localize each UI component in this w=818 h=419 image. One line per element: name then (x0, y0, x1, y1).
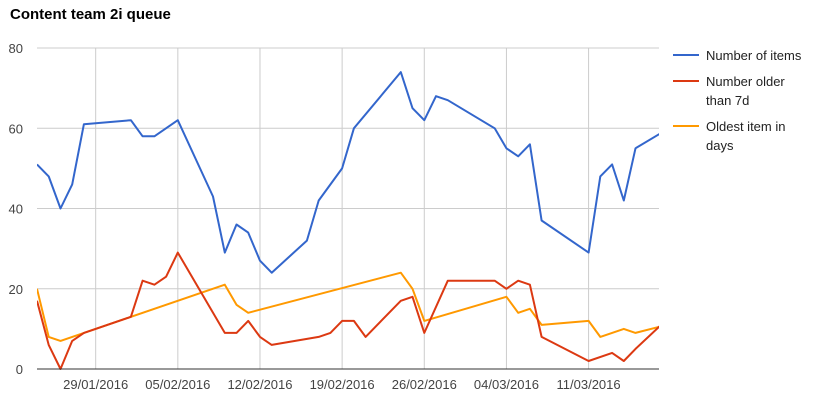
y-tick-label: 40 (9, 202, 23, 217)
series-line-oldest-item-in-days (37, 271, 659, 342)
gridlines (37, 47, 659, 369)
x-tick-label: 12/02/2016 (227, 377, 292, 392)
y-tick-label: 60 (9, 121, 23, 136)
y-tick-label: 80 (9, 41, 23, 56)
legend: Number of items Number older than 7d Oldest… (673, 48, 802, 153)
chart-title: Content team 2i queue (10, 6, 171, 23)
y-tick-label: 20 (9, 282, 23, 297)
axes: 0 20 40 60 80 29/01/2016 05/02/2016 12/02/2016 1… (9, 41, 659, 392)
legend-label-number-of-items: Number of items (706, 48, 802, 63)
x-tick-label: 19/02/2016 (310, 377, 375, 392)
x-tick-label: 29/01/2016 (63, 377, 128, 392)
x-tick-label: 26/02/2016 (392, 377, 457, 392)
legend-label-number-older-than-7d: Number older than 7d (706, 74, 785, 108)
series-lines (37, 71, 659, 370)
x-tick-label: 05/02/2016 (145, 377, 210, 392)
legend-label-oldest-item-in-days: Oldest item in days (706, 119, 785, 153)
x-tick-label: 04/03/2016 (474, 377, 539, 392)
series-line-number-of-items (37, 71, 659, 274)
y-tick-label: 0 (16, 362, 23, 377)
series-line-number-older-than-7d (37, 251, 659, 370)
x-tick-label: 11/03/2016 (557, 377, 621, 392)
